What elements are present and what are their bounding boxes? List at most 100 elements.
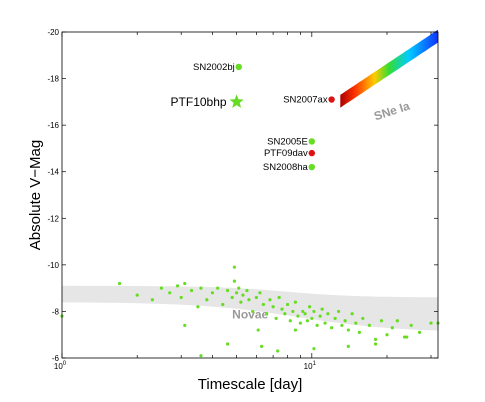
novae-point [405, 335, 409, 339]
novae-point [296, 314, 300, 318]
novae-point [385, 333, 389, 337]
x-tick-exponent: 1 [313, 361, 317, 367]
novae-point [326, 312, 330, 316]
novae-point [329, 326, 334, 330]
novae-point [274, 316, 278, 321]
novae-point [239, 300, 243, 304]
novae-point [346, 344, 350, 348]
novae-region-band [62, 285, 438, 331]
x-tick-base: 10 [54, 362, 63, 371]
novae-point [320, 307, 324, 311]
novae-point [354, 321, 358, 325]
novae-point [312, 347, 316, 351]
novae-point [357, 330, 361, 334]
novae-point [205, 298, 209, 302]
x-axis-label: Timescale [day] [198, 376, 302, 393]
novae-point [168, 291, 172, 295]
y-tick-label: -14 [47, 168, 59, 177]
novae-point [288, 319, 292, 323]
novae-point [308, 305, 312, 309]
novae-point [225, 288, 230, 293]
novae-point [343, 319, 347, 323]
novae-point [268, 298, 272, 302]
novae-point [277, 295, 281, 300]
novae-point [183, 281, 187, 286]
novae-point [117, 281, 122, 286]
novae-point [310, 316, 314, 321]
point-sn2002bj-marker [235, 63, 242, 71]
novae-point [367, 323, 371, 327]
point-sn2008ha-marker [308, 163, 316, 171]
sne-ia-region-band [340, 29, 438, 108]
x-tick-label: 100 [54, 361, 67, 371]
point-ptf09dav-label: PTF09dav [264, 148, 308, 159]
novae-point [409, 323, 413, 327]
novae-point [225, 342, 230, 346]
novae-point [323, 321, 327, 325]
novae-point [254, 295, 258, 300]
novae-point [235, 291, 239, 295]
point-sn2005e-label: SN2005E [267, 136, 308, 147]
novae-point [346, 328, 350, 332]
novae-point [305, 319, 309, 323]
novae-point [261, 302, 265, 307]
point-sn2007ax-marker [328, 96, 335, 103]
y-tick-label: -6 [52, 354, 60, 363]
novae-point [241, 293, 245, 297]
novae-point [301, 309, 305, 314]
novae-point [283, 312, 287, 316]
x-tick-base: 10 [304, 362, 313, 371]
novae-point [179, 295, 183, 300]
y-tick-label: -8 [52, 307, 60, 316]
novae-point [258, 291, 262, 295]
novae-point [312, 309, 316, 314]
point-ptf10bhp-label: PTF10bhp [171, 95, 227, 109]
y-tick-label: -12 [47, 214, 59, 223]
novae-point [232, 265, 237, 269]
novae-point [237, 286, 241, 290]
sne-ia-region-label: SNe Ia [372, 99, 412, 124]
novae-point [245, 288, 249, 293]
novae-point [247, 298, 251, 302]
y-tick-label: -16 [47, 121, 59, 130]
y-axis-label: Absolute V−Mag [27, 140, 44, 251]
novae-point [265, 312, 269, 316]
novae-point [350, 312, 354, 316]
point-sn2002bj-label: SN2002bj [193, 62, 235, 73]
novae-point [159, 286, 164, 290]
x-tick-exponent: 0 [63, 361, 67, 367]
novae-point [199, 286, 203, 290]
novae-point [291, 309, 295, 314]
novae-point [230, 295, 234, 300]
novae-point [280, 307, 284, 311]
novae-point [199, 354, 203, 358]
novae-point [260, 344, 264, 348]
novae-region-label: Novae [232, 307, 268, 321]
novae-point [417, 330, 422, 334]
novae-point [318, 314, 322, 318]
novae-point [390, 326, 394, 330]
novae-point [232, 279, 237, 283]
novae-point [333, 316, 337, 321]
novae-point [150, 298, 154, 302]
novae-point [271, 305, 275, 309]
y-tick-label: -20 [47, 28, 59, 37]
novae-point [175, 284, 180, 288]
novae-point [303, 312, 307, 316]
novae-point [373, 342, 378, 346]
y-tick-label: -10 [47, 261, 59, 270]
novae-point [135, 293, 139, 297]
novae-point [429, 321, 433, 325]
novae-point [293, 328, 298, 332]
novae-point [315, 323, 319, 327]
novae-point [361, 316, 365, 321]
novae-point [183, 323, 187, 327]
novae-points [60, 265, 440, 358]
novae-point [340, 323, 344, 327]
y-tick-label: -18 [47, 75, 59, 84]
novae-point [379, 319, 384, 323]
novae-point [402, 335, 407, 339]
novae-point [286, 302, 290, 307]
novae-point [196, 305, 200, 309]
